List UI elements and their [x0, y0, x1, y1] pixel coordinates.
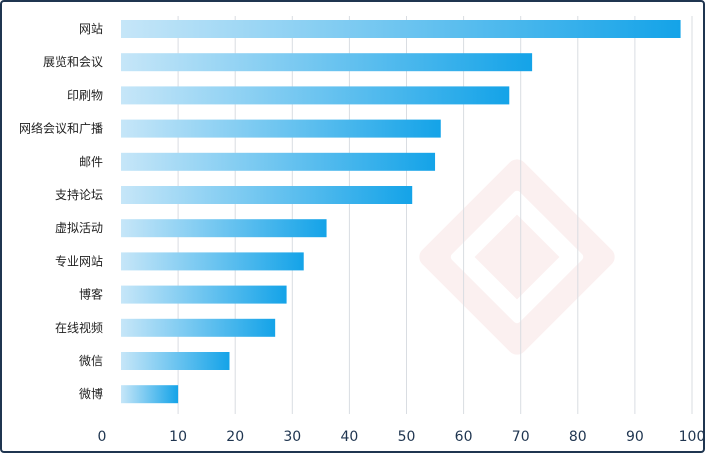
watermark-logo: [419, 159, 615, 355]
x-tick-label: 80: [569, 429, 587, 445]
bar: [121, 53, 533, 72]
bar: [121, 186, 413, 204]
category-label: 网站: [79, 22, 103, 36]
category-label: 展览和会议: [43, 54, 103, 69]
category-label: 微博: [79, 386, 103, 401]
category-label: 博客: [79, 287, 103, 302]
category-label: 印刷物: [67, 88, 103, 102]
bar: [121, 20, 681, 38]
x-tick-label: 50: [398, 429, 416, 445]
bar: [121, 152, 436, 171]
bar: [121, 86, 510, 105]
x-tick-label: 10: [169, 429, 187, 445]
bar: [121, 285, 287, 304]
category-label: 虚拟活动: [55, 221, 103, 235]
bar: [121, 318, 276, 337]
category-label: 微信: [79, 354, 103, 368]
category-label: 在线视频: [55, 320, 103, 335]
category-label: 邮件: [79, 155, 103, 169]
bar: [121, 385, 179, 404]
x-tick-label: 70: [512, 429, 530, 445]
grid-lines: [177, 16, 693, 414]
x-tick-label: 20: [226, 429, 244, 445]
category-label: 专业网站: [55, 253, 103, 268]
bar: [121, 219, 327, 238]
bar: [121, 119, 441, 138]
bar: [121, 352, 230, 370]
category-label: 网络会议和广播: [19, 121, 103, 136]
x-tick-label: 40: [340, 429, 358, 445]
category-labels: 网站展览和会议印刷物网络会议和广播邮件支持论坛虚拟活动专业网站博客在线视频微信微…: [19, 22, 103, 401]
bar: [121, 252, 304, 271]
x-tick-label: 30: [283, 429, 301, 445]
x-tick-label: 60: [455, 429, 473, 445]
x-axis-ticks: 0 10 20 30 40 50 60 70 80 90 100: [98, 429, 705, 445]
category-label: 支持论坛: [55, 187, 103, 202]
x-tick-label: 100: [679, 429, 705, 445]
bars: [121, 20, 681, 404]
x-tick-label: 0: [98, 429, 107, 445]
x-tick-label: 90: [626, 429, 644, 445]
